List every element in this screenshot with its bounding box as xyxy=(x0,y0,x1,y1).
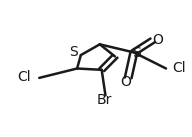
Text: O: O xyxy=(152,33,163,47)
Text: Cl: Cl xyxy=(173,61,186,75)
Text: Cl: Cl xyxy=(17,70,31,84)
Text: S: S xyxy=(69,45,78,59)
Text: S: S xyxy=(132,46,141,60)
Text: Br: Br xyxy=(97,93,112,107)
Text: O: O xyxy=(120,75,131,89)
